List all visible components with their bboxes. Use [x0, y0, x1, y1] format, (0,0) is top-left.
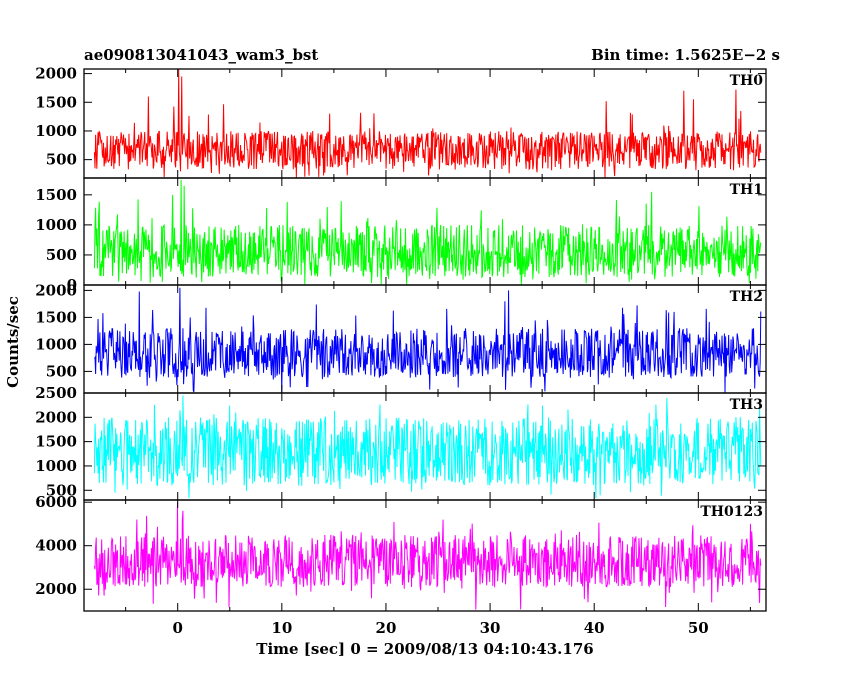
y-tick-label: 2500	[35, 384, 77, 402]
panel-title: TH0	[730, 73, 764, 89]
panel-title: TH3	[730, 397, 763, 413]
y-tick-label: 1000	[35, 216, 77, 234]
x-tick-label: 0	[172, 619, 182, 637]
y-tick-label: 1500	[35, 433, 77, 451]
series-line-th0	[93, 68, 762, 178]
panel-title: TH2	[730, 289, 763, 305]
x-tick-label: 20	[376, 619, 397, 637]
x-tick-label: 50	[688, 619, 709, 637]
plot-title: ae090813041043_wam3_bst	[84, 46, 318, 64]
x-tick-label: 40	[584, 619, 605, 637]
y-axis-label: Counts/sec	[4, 296, 22, 388]
panel-th0123: TH0123 2000 4000 6000	[35, 493, 767, 612]
panel-title: TH0123	[700, 504, 763, 520]
panel-th0: TH0 500 1000 1500 2000	[35, 65, 767, 179]
y-tick-label: 2000	[35, 65, 77, 83]
x-tick-label: 30	[480, 619, 501, 637]
y-tick-label: 500	[46, 481, 77, 499]
series-line-th3	[93, 395, 762, 499]
panel-th1: TH1 0 500 1000 1500	[35, 177, 767, 294]
panel-th2: TH2 500 1000 1500 2000	[35, 281, 767, 394]
y-tick-label: 1500	[35, 308, 77, 326]
y-tick-label: 1500	[35, 186, 77, 204]
y-tick-label: 500	[46, 246, 77, 264]
y-tick-label: 2000	[35, 580, 77, 598]
panels: TH0500100015002000TH1050010001500TH25001…	[35, 65, 767, 637]
panel-th3: TH3 500 1000 1500 2000 2500	[35, 384, 767, 501]
x-tick-label: 10	[271, 619, 292, 637]
bin-time-label: Bin time: 1.5625E−2 s	[591, 46, 780, 64]
panel-frame	[83, 499, 767, 612]
y-tick-label: 2000	[35, 281, 77, 299]
y-tick-label: 1000	[35, 122, 77, 140]
panel-title: TH1	[730, 182, 763, 198]
y-tick-label: 6000	[35, 493, 77, 511]
y-tick-label: 500	[46, 151, 77, 169]
y-tick-label: 0	[67, 276, 77, 294]
series-line-th1	[93, 179, 762, 285]
y-tick-label: 4000	[35, 537, 77, 555]
y-tick-label: 500	[46, 362, 77, 380]
series-line-th0123	[93, 502, 762, 610]
x-axis-label: Time [sec] 0 = 2009/08/13 04:10:43.176	[256, 640, 593, 658]
y-tick-label: 1500	[35, 93, 77, 111]
y-tick-label: 2000	[35, 408, 77, 426]
series-line-th2	[94, 287, 762, 393]
y-tick-label: 1000	[35, 335, 77, 353]
y-tick-label: 1000	[35, 457, 77, 475]
